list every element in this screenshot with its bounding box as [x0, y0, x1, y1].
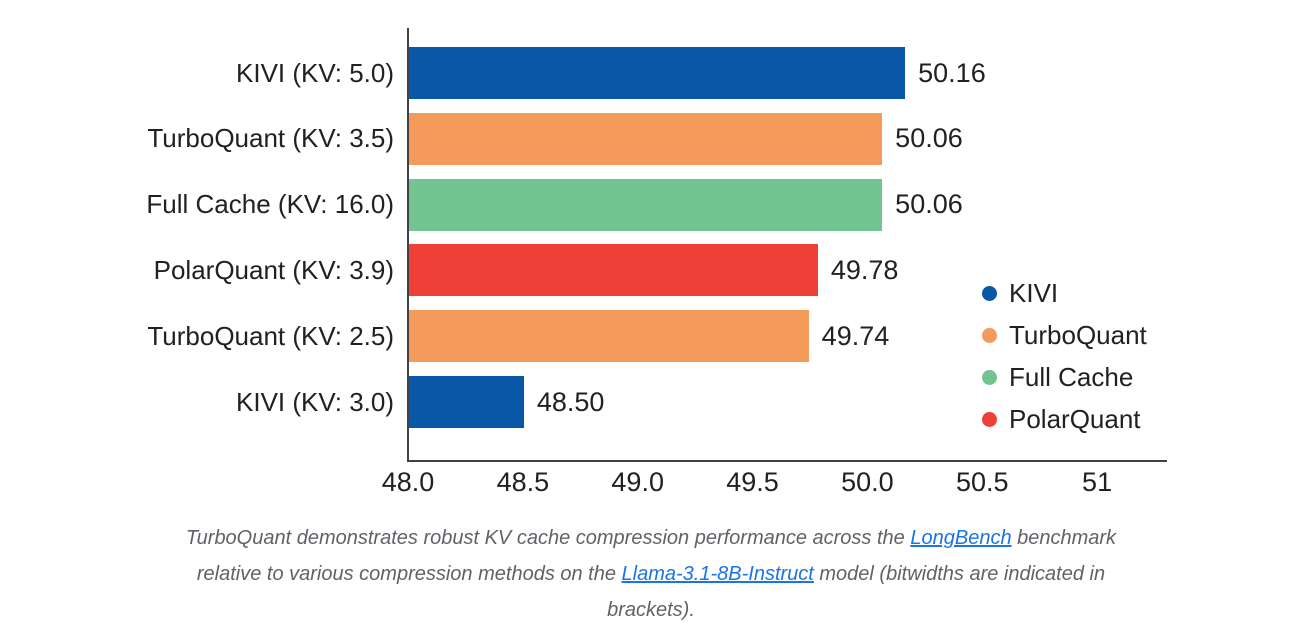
- x-tick-label: 48.0: [381, 467, 435, 497]
- x-tick-label: 48.5: [496, 467, 550, 497]
- y-axis-label: PolarQuant (KV: 3.9): [153, 254, 394, 285]
- bar-value-label: 48.50: [536, 386, 605, 417]
- x-tick-label: 50.0: [841, 467, 894, 497]
- legend-item: TurboQuant: [982, 314, 1147, 356]
- caption-text: model (bitwidths are indicated in: [813, 563, 1106, 585]
- bar-value-label: 50.06: [895, 189, 963, 220]
- caption-text: brackets).: [607, 599, 695, 621]
- x-tick-label: 50.5: [955, 467, 1009, 497]
- caption-text: TurboQuant demonstrates robust KV cache …: [185, 527, 911, 549]
- legend-item: PolarQuant: [982, 398, 1147, 440]
- caption-line: TurboQuant demonstrates robust KV cache …: [0, 520, 1302, 556]
- bar-value-label: 50.06: [895, 123, 963, 154]
- plot-area: 50.16 50.06 50.06 49.78 49.74 48.50: [407, 28, 1167, 462]
- caption-text: benchmark: [1011, 527, 1117, 549]
- bar: [409, 244, 818, 297]
- caption-text: relative to various compression methods …: [196, 563, 622, 585]
- x-tick-label: 49.0: [611, 467, 664, 497]
- bar: [409, 47, 906, 99]
- bar-value-label: 49.78: [830, 254, 899, 285]
- legend-label: PolarQuant: [1009, 403, 1141, 434]
- x-axis-ticks: 48.0 48.5 49.0 49.5 50.0 50.5 51: [382, 467, 1166, 501]
- x-tick-label: 49.5: [726, 467, 779, 497]
- legend-item: Full Cache: [982, 356, 1147, 398]
- legend: KIVI TurboQuant Full Cache PolarQuant: [982, 272, 1147, 440]
- bar: [409, 376, 524, 428]
- legend-label: KIVI: [1009, 277, 1059, 308]
- legend-swatch: [982, 411, 997, 427]
- bar: [409, 112, 883, 165]
- legend-item: KIVI: [982, 272, 1147, 314]
- bar-value-label: 50.16: [918, 57, 986, 88]
- caption-line: relative to various compression methods …: [0, 556, 1302, 592]
- bar-value-label: 49.74: [821, 320, 890, 351]
- bar: [409, 178, 883, 231]
- y-axis-labels: KIVI (KV: 5.0) TurboQuant (KV: 3.5) Full C…: [0, 0, 394, 480]
- legend-label: TurboQuant: [1009, 319, 1147, 350]
- y-axis-label: Full Cache (KV: 16.0): [146, 189, 394, 220]
- legend-swatch: [982, 285, 997, 301]
- y-axis-label: KIVI (KV: 3.0): [236, 386, 394, 417]
- legend-swatch: [982, 327, 997, 343]
- y-axis-label: TurboQuant (KV: 2.5): [147, 320, 394, 351]
- bar: [409, 310, 809, 363]
- caption-link[interactable]: LongBench: [910, 527, 1012, 549]
- y-axis-label: TurboQuant (KV: 3.5): [147, 123, 394, 154]
- legend-swatch: [982, 369, 997, 385]
- y-axis-label: KIVI (KV: 5.0): [236, 57, 394, 88]
- figure-caption: TurboQuant demonstrates robust KV cache …: [0, 520, 1302, 624]
- caption-line: brackets).: [0, 592, 1302, 624]
- caption-link[interactable]: Llama-3.1-8B-Instruct: [621, 563, 814, 585]
- legend-label: Full Cache: [1009, 361, 1134, 392]
- x-tick-label: 51: [1082, 467, 1113, 497]
